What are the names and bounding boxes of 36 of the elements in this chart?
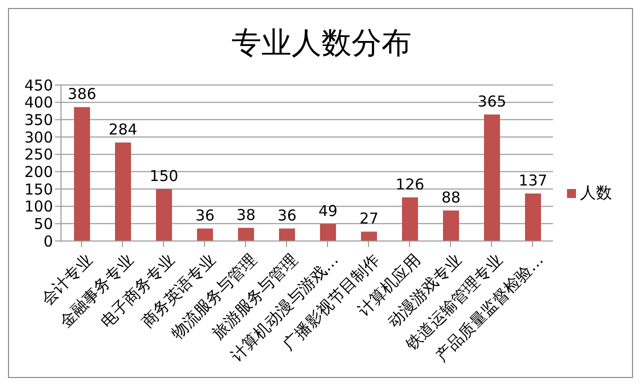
data-label: 38 bbox=[236, 206, 256, 224]
data-label: 137 bbox=[518, 172, 548, 190]
bar bbox=[443, 210, 459, 241]
y-tick-label: 350 bbox=[24, 110, 53, 129]
y-tick-label: 100 bbox=[24, 198, 53, 216]
data-label: 386 bbox=[68, 85, 96, 104]
bar bbox=[238, 228, 254, 241]
data-label: 27 bbox=[359, 210, 379, 228]
bar bbox=[402, 197, 418, 241]
bar bbox=[197, 228, 213, 241]
bar bbox=[279, 228, 295, 241]
bar bbox=[156, 189, 172, 241]
data-label: 36 bbox=[277, 206, 297, 225]
y-tick-label: 0 bbox=[43, 232, 53, 250]
y-tick-label: 450 bbox=[24, 76, 53, 94]
y-tick-label: 50 bbox=[34, 214, 53, 233]
y-tick-label: 300 bbox=[24, 128, 53, 146]
data-label: 284 bbox=[108, 120, 138, 139]
data-label: 150 bbox=[150, 167, 178, 185]
data-label: 49 bbox=[318, 202, 338, 220]
bar bbox=[320, 224, 336, 241]
bar bbox=[74, 107, 90, 241]
data-label: 88 bbox=[441, 188, 461, 206]
y-tick-label: 250 bbox=[24, 146, 53, 164]
y-tick-label: 150 bbox=[24, 180, 53, 198]
y-tick-label: 200 bbox=[24, 162, 53, 181]
legend-label: 人数 bbox=[580, 182, 612, 202]
bar bbox=[525, 194, 541, 241]
data-label: 36 bbox=[195, 206, 215, 225]
bar bbox=[361, 232, 377, 241]
data-label: 365 bbox=[478, 92, 506, 110]
chart-title: 专业人数分布 bbox=[230, 25, 412, 63]
bar bbox=[484, 114, 500, 241]
data-label: 126 bbox=[396, 175, 424, 194]
bar bbox=[115, 142, 131, 241]
y-tick-label: 400 bbox=[24, 94, 53, 112]
